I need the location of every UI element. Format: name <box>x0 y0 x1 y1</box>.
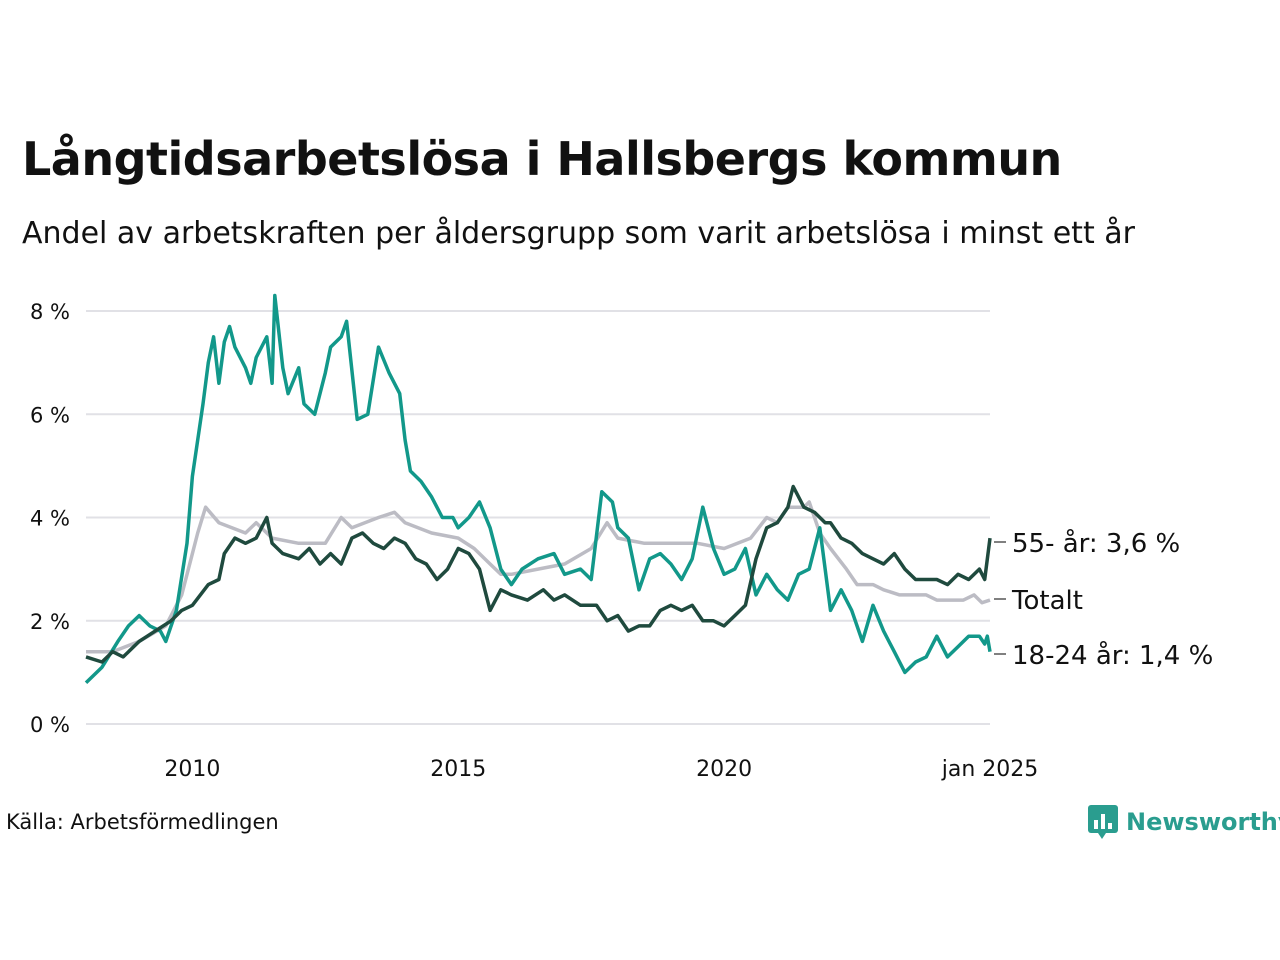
y-tick-label: 0 % <box>30 713 70 737</box>
series-line-18-24-r <box>84 293 992 684</box>
newsworthy-logo-text: Newsworthy <box>1126 808 1280 836</box>
y-tick-label: 8 % <box>30 300 70 324</box>
x-tick-label: 2020 <box>696 757 752 782</box>
series-lines <box>84 293 992 684</box>
series-line-55-r <box>85 484 992 664</box>
y-tick-label: 2 % <box>30 610 70 634</box>
gridlines <box>86 310 990 725</box>
y-axis-ticks: 0 % 2 % 4 % 6 % 8 % <box>30 300 70 737</box>
end-label: 55- år: 3,6 % <box>1012 528 1180 559</box>
y-tick-label: 6 % <box>30 403 70 427</box>
series-end-labels: Totalt 18-24 år: 1,4 % 55- år: 3,6 % <box>994 528 1213 671</box>
end-label: 18-24 år: 1,4 % <box>1012 640 1213 671</box>
source-note: Källa: Arbetsförmedlingen <box>6 810 279 834</box>
chart-title: Långtidsarbetslösa i Hallsbergs kommun <box>22 132 1062 186</box>
end-label: Totalt <box>1011 586 1083 616</box>
newsworthy-logo: Newsworthy <box>1088 805 1280 839</box>
y-tick-label: 4 % <box>30 507 70 531</box>
chart-subtitle: Andel av arbetskraften per åldersgrupp s… <box>22 216 1135 251</box>
x-tick-label: 2015 <box>430 757 486 782</box>
x-axis-ticks: 2010 2015 2020 jan 2025 <box>164 757 1038 782</box>
newsworthy-logo-icon <box>1088 805 1118 839</box>
series-line-totalt <box>86 500 991 654</box>
x-tick-label: 2010 <box>164 757 220 782</box>
x-tick-label: jan 2025 <box>941 757 1039 782</box>
